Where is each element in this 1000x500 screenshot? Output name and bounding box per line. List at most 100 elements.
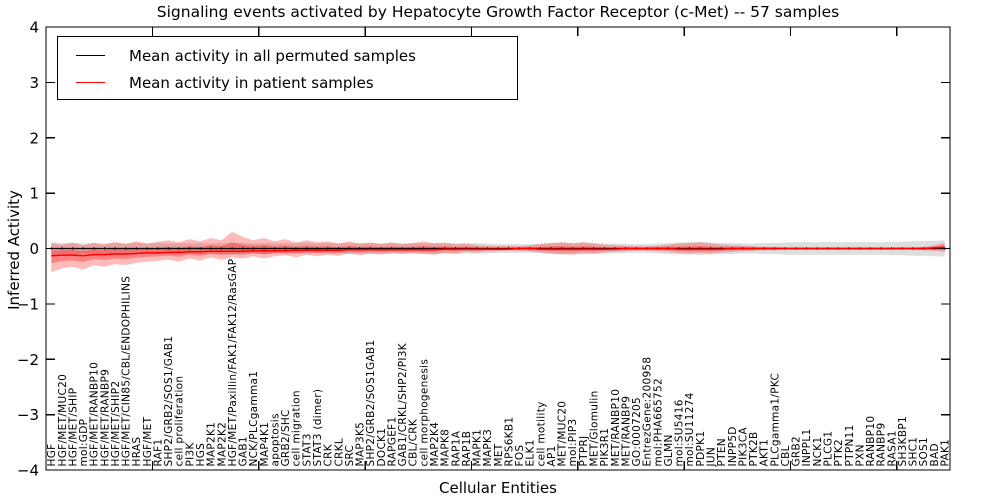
x-tick-label-entity: mol:GDP [78, 419, 90, 467]
x-tick-label-entity: HRAS [131, 437, 143, 467]
x-tick-label-entity: MAP4K1 [259, 422, 271, 467]
y-tick-label: −3 [17, 406, 39, 424]
x-tick-label-entity: MAP2K1 [206, 422, 218, 467]
x-tick-label-entity: MET [493, 443, 505, 466]
legend-label-permuted: Mean activity in all permuted samples [129, 46, 416, 65]
x-tick-label-entity: HGF/MET/MUC20 [57, 374, 69, 467]
x-tick-label-entity: cell proliferation [174, 376, 186, 467]
x-tick-label-entity: PTEN [716, 438, 728, 466]
x-tick-label-entity: PXN [854, 444, 866, 466]
axes-frame [45, 26, 951, 471]
x-tick-label-entity: RAF1 [153, 439, 165, 467]
x-tick-label-entity: RAP1A [450, 430, 462, 466]
x-tick-label-entity: cell migration [291, 390, 303, 466]
x-tick-label-entity: DOCK1 [376, 428, 388, 467]
x-tick-label-entity: PIK3R1 [599, 428, 611, 467]
x-tick-label-entity: HGF/MET/RANBP9 [99, 369, 111, 467]
x-axis-label: Cellular Entities [439, 479, 557, 497]
y-tick-label: 1 [29, 185, 39, 203]
x-tick-label-entity: apoptosis [270, 413, 282, 466]
x-tick-label-entity: BAD [929, 443, 941, 466]
x-tick-label-entity: HGF/MET/Paxillin/FAK1/FAK12/RasGAP [227, 259, 239, 467]
x-tick-label-entity: CBL/CRK [408, 418, 420, 466]
x-tick-label-entity: STAT3 [301, 433, 313, 466]
x-tick-label-entity: RASA1 [886, 430, 898, 466]
legend-entry-permuted: Mean activity in all permuted samples [58, 42, 517, 69]
x-tick-label-entity: SH3KBP1 [897, 416, 909, 466]
x-tick-label-entity: MET/RANBP10 [610, 389, 622, 467]
legend-entry-patient: Mean activity in patient samples [58, 69, 517, 96]
y-tick-label: −1 [17, 295, 39, 313]
x-tick-label-entity: cell morphogenesis [418, 359, 430, 467]
x-tick-label-entity: HGF/MET/CIN85/CBL/ENDOPHILINS [121, 276, 133, 467]
x-tick-label-entity: mol:SU5416 [674, 399, 686, 466]
legend-label-patient: Mean activity in patient samples [129, 73, 374, 92]
x-tick-label-entity: SHP2/GRB2/SOS1GAB1 [365, 340, 377, 467]
x-tick-label-entity: HGF/MET [142, 416, 154, 466]
x-tick-label-entity: GAB1/CRKL/SHP2/PI3K [397, 342, 409, 466]
x-tick-label-entity: CRK [323, 443, 335, 466]
y-tick-label: 0 [29, 240, 39, 258]
x-tick-label-entity: EntrezGene:200958 [642, 357, 654, 467]
permuted-line-swatch [76, 55, 105, 56]
y-tick-label: −4 [17, 462, 39, 480]
x-tick-label-entity: HGF/MET/RANBP10 [89, 362, 101, 467]
x-tick-label-entity: JUN [706, 447, 718, 468]
x-tick-label-entity: GRB2/SHC [280, 409, 292, 466]
x-tick-label-entity: AKT1 [759, 439, 771, 467]
x-tick-label-entity: NCK/PLCgamma1 [248, 371, 260, 467]
x-tick-label-entity: STAT3 (dimer) [312, 389, 324, 467]
x-tick-label-entity: mol:PIP3 [567, 419, 579, 467]
x-tick-label-entity: SHC1 [908, 437, 920, 467]
y-tick-label: 3 [29, 74, 39, 92]
x-tick-label-entity: HGF/MET/SHIP2 [110, 381, 122, 467]
x-tick-label-entity: PTPRJ [578, 436, 590, 467]
x-tick-label-entity: RANBP9 [876, 423, 888, 467]
x-tick-label-entity: HGF [46, 444, 58, 467]
x-tick-label-entity: PAK1 [940, 439, 952, 467]
x-tick-label-entity: PLCG1 [823, 431, 835, 467]
y-tick-label: −2 [17, 351, 39, 369]
x-tick-label-entity: MAP2K4 [429, 422, 441, 467]
x-tick-label-entity: RAPGEF1 [386, 417, 398, 467]
x-tick-label-entity: PI3K [184, 441, 196, 466]
x-tick-label-entity: MAPK8 [440, 429, 452, 467]
x-tick-label-entity: GAB1 [238, 436, 250, 466]
x-tick-label-entity: MAPK3 [482, 429, 494, 467]
x-tick-label-entity: SOS1 [918, 437, 930, 466]
x-tick-label-entity: MET/RANBP9 [620, 396, 632, 467]
x-tick-label-entity: HGF/MET/SHIP [67, 388, 79, 467]
patient-band-outer [51, 231, 945, 273]
x-tick-label-entity: PDPK1 [695, 431, 707, 467]
x-tick-label-entity: GLMN [663, 434, 675, 466]
x-tick-label-entity: RPS6KB1 [503, 417, 515, 467]
x-tick-label-entity: RAP1B [461, 431, 473, 467]
x-tick-label-entity: NCK1 [812, 437, 824, 467]
x-tick-label-entity: RANBP10 [865, 416, 877, 467]
x-tick-label-entity: MAPK1 [472, 429, 484, 467]
x-tick-label-entity: FOS [514, 445, 526, 467]
chart-title: Signaling events activated by Hepatocyte… [156, 3, 840, 21]
x-tick-label-entity: CBL [780, 445, 792, 466]
x-tick-label-entity: INPP5D [727, 426, 739, 466]
x-tick-label-entity: PTK2B [748, 431, 760, 466]
y-tick-label: 2 [29, 129, 39, 147]
x-tick-label-entity: SHP2/GRB2/SOS1/GAB1 [163, 336, 175, 467]
x-tick-label-entity: SRC [344, 445, 356, 467]
x-tick-label-entity: PTPN11 [844, 424, 856, 466]
x-tick-label-entity: ELK1 [525, 439, 537, 466]
x-tick-label-entity: PIK3CA [737, 427, 749, 467]
patient-mean-line [51, 246, 945, 257]
x-tick-label-entity: PTK2 [833, 439, 845, 467]
x-tick-label-entity: GO:0007205 [631, 397, 643, 467]
x-tick-label-entity: MET/MUC20 [557, 401, 569, 467]
x-tick-label-entity: mol:SU11274 [684, 392, 696, 466]
x-tick-label-entity: PLCgamma1/PKC [769, 373, 781, 467]
x-tick-label-entity: mol:PHA665752 [652, 378, 664, 467]
x-tick-label-entity: INPPL1 [801, 429, 813, 467]
x-tick-label-entity: HGS [195, 443, 207, 467]
x-tick-label-entity: MAP2K2 [216, 422, 228, 467]
patient-line-swatch [76, 82, 105, 83]
x-tick-label-entity: CRKL [333, 438, 345, 467]
